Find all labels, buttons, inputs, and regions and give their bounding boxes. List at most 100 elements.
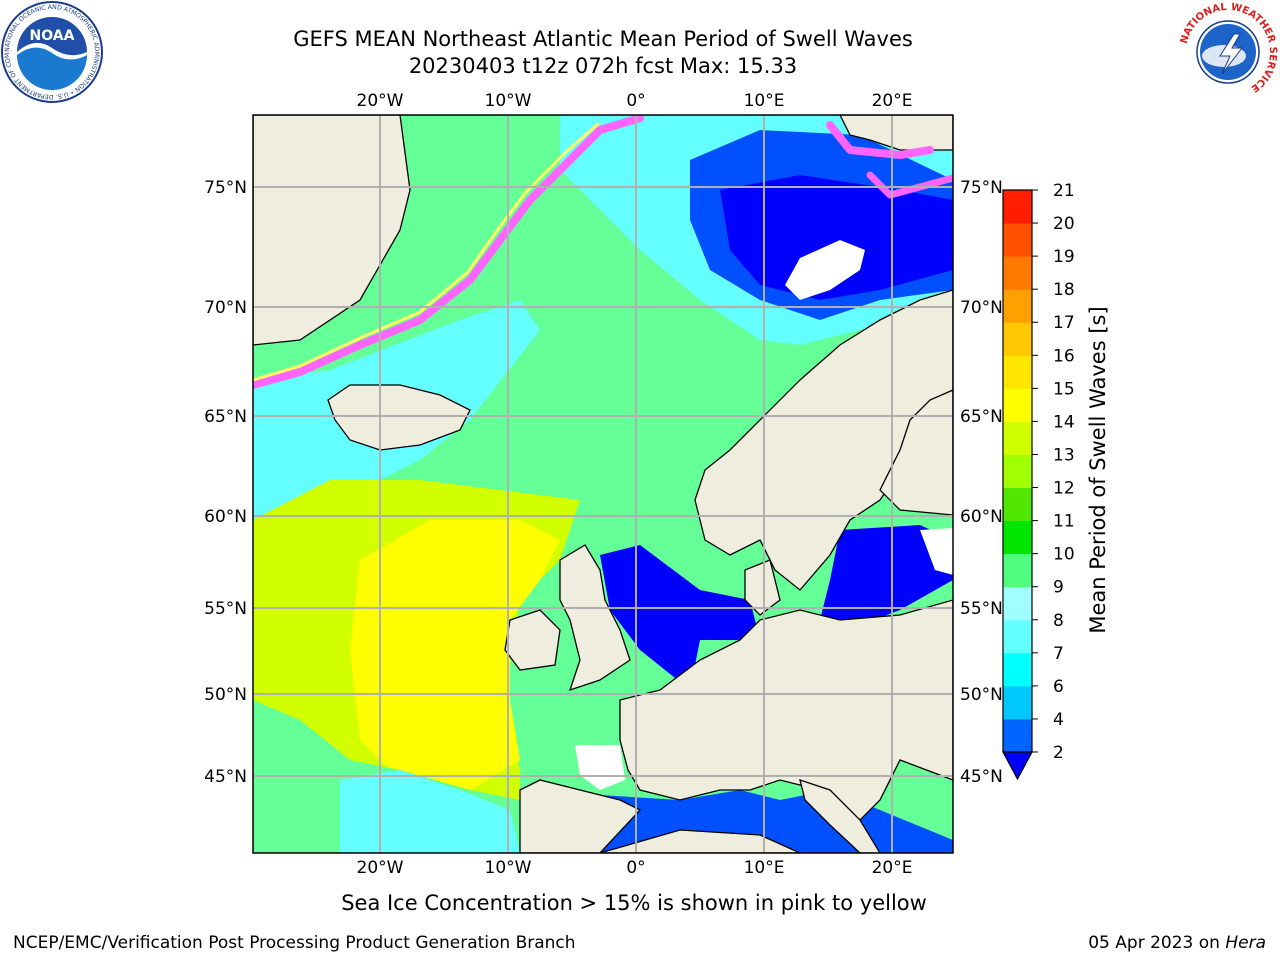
swell-field-barents-deep <box>720 175 953 300</box>
lon-label-top: 20°E <box>872 91 913 111</box>
footer-date: 05 Apr 2023 on Hera <box>1088 933 1266 953</box>
footer-credit: NCEP/EMC/Verification Post Processing Pr… <box>13 933 576 953</box>
swell-field-southwest-cyan <box>340 770 520 853</box>
land-finland <box>879 389 953 516</box>
lat-label-right: 60°N <box>960 507 1003 527</box>
lon-label-bottom: 20°W <box>357 858 404 878</box>
graticule <box>253 115 953 853</box>
colorbar-tick-label: 12 <box>1053 479 1075 499</box>
lon-label-top: 0° <box>626 91 645 111</box>
lat-label-left: 70°N <box>204 298 247 318</box>
lat-label-right: 50°N <box>960 685 1003 705</box>
colorbar-tick-label: 6 <box>1053 677 1064 697</box>
colorbar-tick-label: 16 <box>1053 346 1075 366</box>
swell-field-gulf-finland <box>920 528 953 575</box>
colorbar-bin <box>1003 388 1032 422</box>
colorbar-frame <box>1002 189 1033 753</box>
colorbar-tick-label: 11 <box>1053 512 1075 532</box>
colorbar-bin <box>1003 190 1032 224</box>
colorbar-tick-label: 10 <box>1053 545 1075 565</box>
swell-field-biscay-gap <box>575 745 625 790</box>
lat-label-right: 55°N <box>960 599 1003 619</box>
lon-labels-bottom: 20°W 10°W 0° 10°E 20°E <box>357 858 913 878</box>
footer-date-text: 05 Apr 2023 on <box>1088 933 1226 953</box>
colorbar-tick-label: 4 <box>1053 710 1064 730</box>
lat-label-left: 65°N <box>204 407 247 427</box>
colorbar-bin <box>1003 553 1032 588</box>
lon-label-bottom: 0° <box>626 858 645 878</box>
land-italy <box>799 779 881 853</box>
colorbar-bin <box>1003 619 1032 654</box>
colorbar-bin <box>1003 586 1032 621</box>
map-frame <box>252 114 954 854</box>
noaa-logo-text: NOAA <box>30 28 75 44</box>
noaa-logo: NATIONAL OCEANIC AND ATMOSPHERIC ADMINIS… <box>0 0 103 103</box>
sea-ice-edge-svalbard <box>826 121 934 159</box>
lon-labels-top: 20°W 10°W 0° 10°E 20°E <box>357 91 913 111</box>
colorbar-bin <box>1003 718 1032 753</box>
lat-label-right: 70°N <box>960 298 1003 318</box>
lat-label-left: 45°N <box>204 767 247 787</box>
colorbar-extend-min <box>1001 751 1034 781</box>
colorbar: 2 4 6 7 8 9 10 11 12 13 14 15 16 17 18 19 20 21 <box>1001 181 1075 781</box>
land-svalbard <box>839 115 953 151</box>
colorbar-tick-label: 2 <box>1053 743 1064 763</box>
sea-ice-edge-greenland <box>253 115 644 389</box>
colorbar-tick-label: 13 <box>1053 445 1075 465</box>
map-subtitle: 20230403 t12z 072h fcst Max: 15.33 <box>408 54 798 78</box>
colorbar-bin <box>1003 487 1032 522</box>
colorbar-bin <box>1003 355 1032 389</box>
lat-label-right: 75°N <box>960 178 1003 198</box>
colorbar-label: Mean Period of Swell Waves [s] <box>1086 306 1110 633</box>
colorbar-tick-label: 14 <box>1053 412 1075 432</box>
colorbar-bin <box>1003 223 1032 257</box>
colorbar-bin <box>1003 454 1032 489</box>
lat-label-left: 50°N <box>204 685 247 705</box>
colorbar-tick-label: 19 <box>1053 247 1075 267</box>
colorbar-tick-label: 20 <box>1053 214 1075 234</box>
footer-machine: Hera <box>1225 933 1266 953</box>
map-title: GEFS MEAN Northeast Atlantic Mean Period… <box>293 27 913 51</box>
lat-labels-left: 75°N 70°N 65°N 60°N 55°N 50°N 45°N <box>204 178 247 787</box>
nws-logo: NATIONAL WEATHER SERVICE <box>1178 2 1278 102</box>
lon-label-top: 10°E <box>744 91 785 111</box>
land-ireland <box>504 609 561 671</box>
colorbar-tick-label: 17 <box>1053 313 1075 333</box>
sea-ice-edge-barents <box>866 171 953 199</box>
sea-ice-edge-greenland-inner <box>253 122 600 382</box>
colorbar-bin <box>1003 421 1032 455</box>
colorbar-bin <box>1003 256 1032 290</box>
sea-ice-note: Sea Ice Concentration > 15% is shown in … <box>341 891 927 915</box>
land-great-britain <box>559 544 631 692</box>
land-north-africa <box>599 829 801 853</box>
colorbar-tick-label: 8 <box>1053 611 1064 631</box>
swell-field-missing <box>785 240 865 300</box>
colorbar-bin <box>1003 520 1032 555</box>
land-iceland <box>327 384 471 451</box>
lat-label-left: 60°N <box>204 507 247 527</box>
colorbar-tick-label: 15 <box>1053 379 1075 399</box>
lon-label-bottom: 10°W <box>485 858 532 878</box>
land-iberia <box>519 779 642 853</box>
lon-label-bottom: 10°E <box>744 858 785 878</box>
colorbar-tick-label: 21 <box>1053 181 1075 201</box>
sea-ice-edge <box>253 115 953 389</box>
lon-label-top: 10°W <box>485 91 532 111</box>
map-area <box>253 115 953 853</box>
lon-label-bottom: 20°E <box>872 858 913 878</box>
colorbar-bin <box>1003 289 1032 323</box>
lon-label-top: 20°W <box>357 91 404 111</box>
colorbar-tick-label: 7 <box>1053 644 1064 664</box>
lat-label-left: 55°N <box>204 599 247 619</box>
lat-label-left: 75°N <box>204 178 247 198</box>
swell-field-baltic <box>820 525 953 625</box>
lat-label-right: 65°N <box>960 407 1003 427</box>
colorbar-tick-label: 9 <box>1053 578 1064 598</box>
lat-labels-right: 75°N 70°N 65°N 60°N 55°N 50°N 45°N <box>960 178 1003 787</box>
swell-field-north-sea <box>600 545 760 690</box>
colorbar-tick-label: 18 <box>1053 280 1075 300</box>
lat-label-right: 45°N <box>960 767 1003 787</box>
colorbar-bin <box>1003 322 1032 356</box>
colorbar-bin <box>1003 652 1032 687</box>
